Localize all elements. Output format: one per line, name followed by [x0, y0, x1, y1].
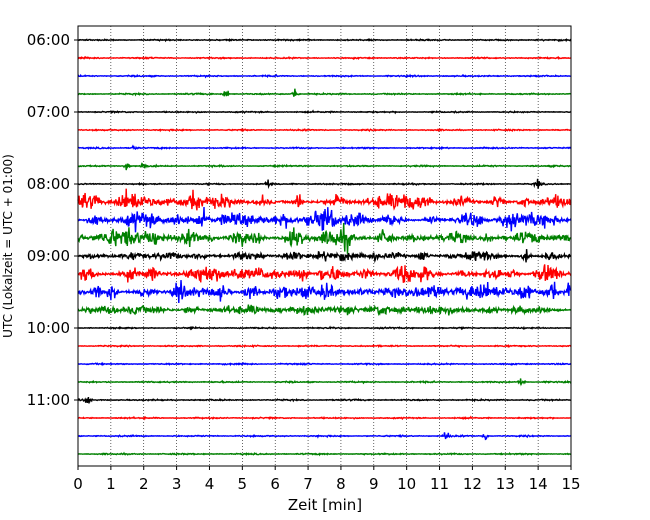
trace-row — [78, 361, 572, 367]
y-tick-label: 09:00 — [27, 247, 70, 265]
trace-row — [77, 304, 572, 317]
trace-row — [77, 73, 572, 79]
x-tick-label: 12 — [463, 475, 482, 493]
x-tick-label: 8 — [336, 475, 346, 493]
y-tick-label: 10:00 — [27, 319, 70, 337]
x-tick-label: 9 — [369, 475, 379, 493]
x-tick-label: 7 — [303, 475, 313, 493]
y-tick-label: 08:00 — [27, 175, 70, 193]
trace-row — [77, 264, 572, 283]
trace-row — [77, 188, 572, 211]
trace-row — [77, 178, 572, 190]
trace-row — [77, 280, 572, 304]
trace-row — [77, 127, 572, 133]
y-tick-label: 06:00 — [27, 31, 70, 49]
x-tick-label: 2 — [139, 475, 149, 493]
x-tick-label: 11 — [430, 475, 449, 493]
y-tick-label: 11:00 — [27, 391, 70, 409]
y-axis-label: UTC (Lokalzeit = UTC + 01:00) — [1, 154, 15, 338]
trace-row — [77, 378, 572, 387]
x-tick-label: 15 — [561, 475, 580, 493]
trace-row — [77, 415, 571, 421]
x-tick-label: 13 — [496, 475, 515, 493]
y-tick-label: 07:00 — [27, 103, 70, 121]
trace-row — [77, 88, 572, 97]
trace-row — [77, 222, 572, 254]
x-tick-label: 10 — [397, 475, 416, 493]
trace-row — [77, 55, 572, 61]
trace-row — [77, 396, 572, 404]
trace-row — [77, 206, 572, 233]
x-axis-label: Zeit [min] — [288, 496, 362, 514]
trace-row — [78, 451, 572, 457]
plot-frame — [77, 25, 572, 467]
x-tick-label: 0 — [73, 475, 83, 493]
x-tick-label: 6 — [270, 475, 280, 493]
trace-row — [77, 343, 572, 349]
trace-row — [77, 432, 572, 441]
trace-row — [77, 38, 572, 43]
trace-row — [77, 249, 572, 264]
trace-row — [78, 325, 571, 331]
trace-row — [77, 162, 572, 171]
vertical-grid — [110, 26, 539, 466]
x-tick-label: 3 — [172, 475, 182, 493]
x-tick-label: 4 — [205, 475, 215, 493]
trace-row — [77, 144, 572, 151]
x-tick-label: 5 — [238, 475, 248, 493]
x-axis-ticks: 0 1 2 3 4 5 6 7 8 9 10 11 12 13 14 15 — [73, 466, 581, 493]
x-tick-label: 1 — [106, 475, 116, 493]
trace-lines — [77, 38, 572, 457]
x-tick-label: 14 — [529, 475, 548, 493]
trace-row — [77, 109, 572, 115]
y-axis-ticks: 06:00 07:00 08:00 09:00 10:00 11:00 — [27, 31, 78, 409]
